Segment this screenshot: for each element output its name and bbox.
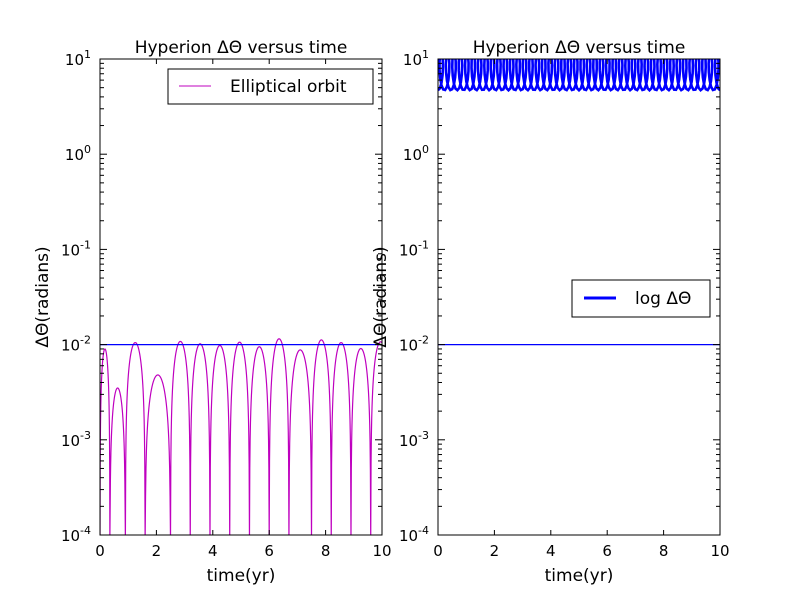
- right-y-tick-label: 10-4: [399, 524, 429, 545]
- right-y-tick-label: 10-3: [399, 429, 429, 450]
- right-axes-frame: [437, 58, 721, 536]
- left-plot-area: [100, 338, 382, 535]
- left-x-tick-label: 6: [264, 542, 274, 560]
- right-y-tick-label: 10-1: [399, 238, 429, 259]
- right-y-tick-label: 101: [403, 48, 429, 69]
- left-x-tick-label: 10: [372, 542, 391, 560]
- left-y-tick-label: 10-4: [61, 524, 91, 545]
- left-y-axis-label: ΔΘ(radians): [33, 246, 53, 347]
- left-chart-title: Hyperion ΔΘ versus time: [135, 38, 348, 58]
- left-y-tick-label: 10-3: [61, 429, 91, 450]
- left-ticks: 0 2 4 6 8 10 10-4 10-3 10-2 10-1 100 101: [61, 48, 392, 560]
- right-plot-area: [438, 59, 720, 346]
- right-x-tick-label: 10: [710, 542, 729, 560]
- right-y-tick-label: 10-2: [399, 334, 429, 355]
- left-axes-frame: [99, 58, 383, 536]
- right-legend-label: log ΔΘ: [635, 289, 691, 309]
- left-chart: Hyperion ΔΘ versus time 0 2 4 6 8 10 10-4 10-3 1…: [33, 38, 392, 586]
- left-x-axis-label: time(yr): [207, 566, 276, 586]
- left-x-tick-label: 8: [321, 542, 331, 560]
- right-series-log-dtheta-line: [438, 59, 720, 93]
- left-y-tick-label: 10-1: [61, 238, 91, 259]
- left-y-tick-label: 100: [65, 143, 91, 164]
- right-y-axis-label: ΔΘ(radians): [371, 246, 391, 347]
- right-x-tick-label: 6: [602, 542, 612, 560]
- right-x-tick-label: 2: [490, 542, 500, 560]
- right-x-axis-label: time(yr): [545, 566, 614, 586]
- left-series-elliptical-orbit-line: [100, 338, 382, 535]
- right-ticks: 0 2 4 6 8 10 10-4 10-3 10-2 10-1 100 101: [399, 48, 730, 560]
- right-y-tick-label: 100: [403, 143, 429, 164]
- right-chart-title: Hyperion ΔΘ versus time: [473, 38, 686, 58]
- left-x-tick-label: 4: [208, 542, 218, 560]
- left-x-tick-label: 2: [152, 542, 162, 560]
- left-x-tick-label: 0: [95, 542, 105, 560]
- left-legend-label: Elliptical orbit: [230, 77, 347, 97]
- right-x-tick-label: 4: [546, 542, 556, 560]
- right-x-tick-label: 8: [659, 542, 669, 560]
- right-legend: log ΔΘ: [571, 279, 711, 318]
- left-y-tick-label: 10-2: [61, 334, 91, 355]
- left-y-tick-label: 101: [65, 48, 91, 69]
- right-x-tick-label: 0: [433, 542, 443, 560]
- right-chart: Hyperion ΔΘ versus time 0 2 4 6 8 10 10-4 10-3 1…: [371, 38, 730, 586]
- left-legend: Elliptical orbit: [167, 68, 374, 105]
